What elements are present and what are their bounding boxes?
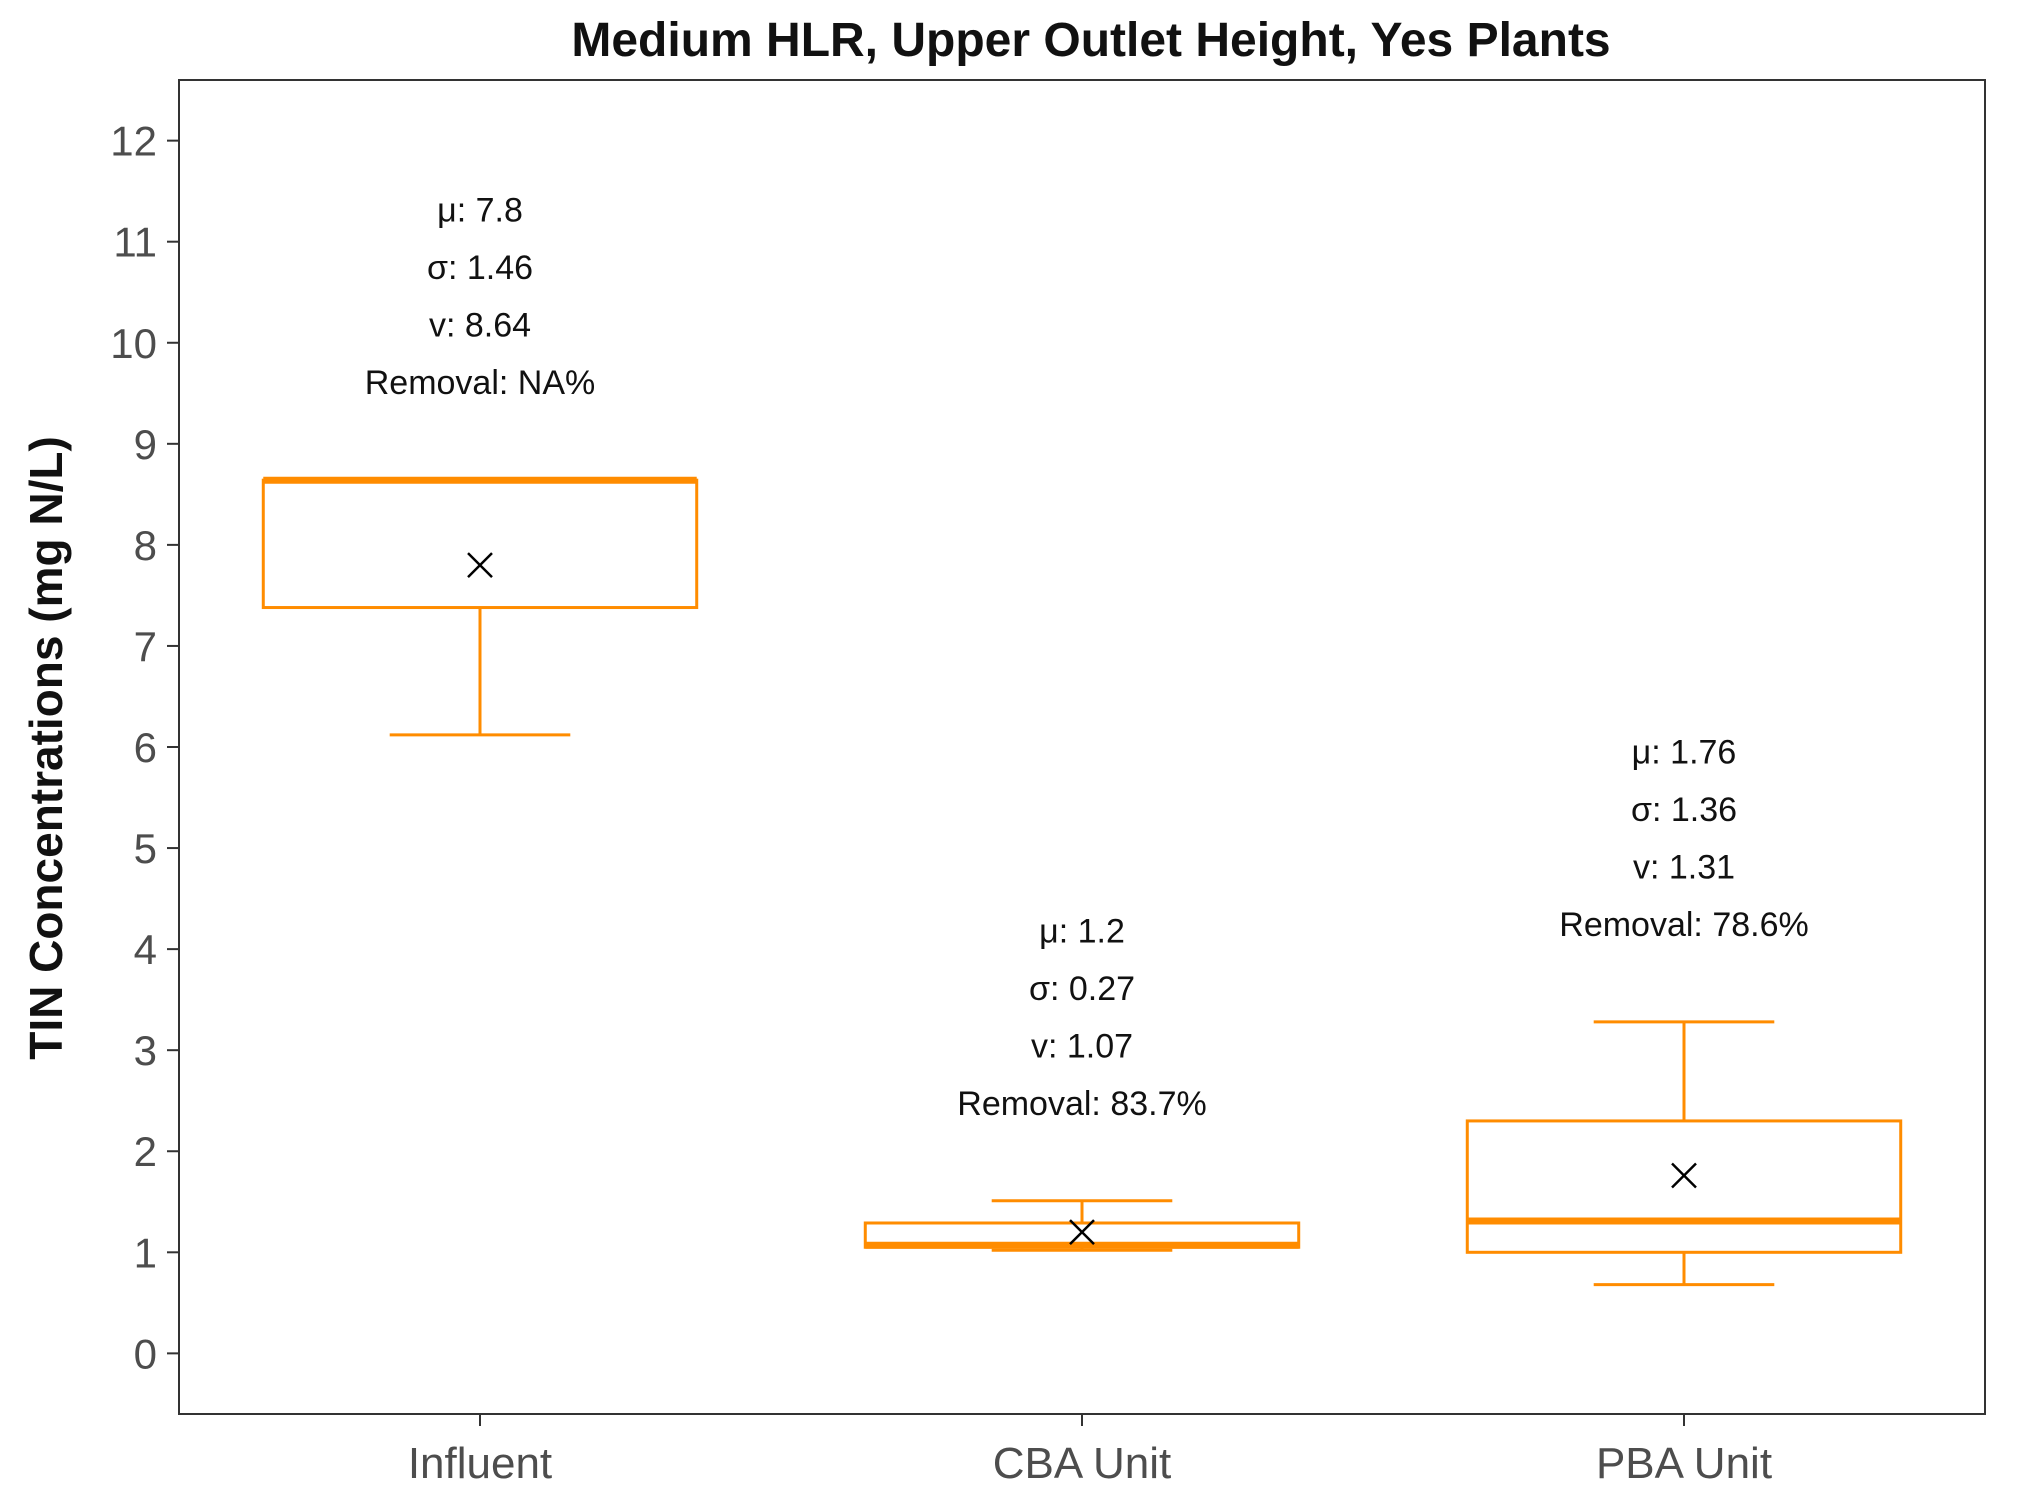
mean-marker xyxy=(1671,1162,1697,1189)
y-tick-label: 3 xyxy=(134,1027,157,1074)
y-tick-label: 11 xyxy=(113,219,157,266)
stat-annotation: σ: 0.27 xyxy=(1029,970,1135,1008)
stat-annotation: Removal: 78.6% xyxy=(1559,906,1808,944)
y-tick-label: 7 xyxy=(134,623,157,670)
x-category-label: Influent xyxy=(408,1439,552,1488)
box-body xyxy=(261,478,699,610)
mean-marker xyxy=(467,552,493,578)
chart-title: Medium HLR, Upper Outlet Height, Yes Pla… xyxy=(571,14,1610,67)
boxes-layer xyxy=(261,476,1903,1287)
y-tick-label: 12 xyxy=(110,118,157,165)
stat-annotation: v: 1.07 xyxy=(1031,1027,1133,1065)
stat-annotation: σ: 1.36 xyxy=(1631,791,1737,829)
x-category-label: CBA Unit xyxy=(993,1439,1172,1488)
y-tick-label: 8 xyxy=(134,522,157,569)
y-axis-label: TIN Concentrations (mg N/L) xyxy=(20,436,72,1060)
mean-marker-stroke xyxy=(1069,1219,1095,1245)
x-category-label: PBA Unit xyxy=(1596,1439,1772,1488)
stat-annotation: μ: 1.76 xyxy=(1632,733,1737,771)
stat-annotation: Removal: NA% xyxy=(365,364,596,402)
box-body xyxy=(1465,1119,1903,1254)
stat-annotation: v: 8.64 xyxy=(429,307,531,345)
y-tick-label: 4 xyxy=(134,926,157,973)
box-group xyxy=(1465,1020,1903,1287)
mean-marker xyxy=(1069,1219,1095,1245)
stat-annotation: Removal: 83.7% xyxy=(957,1085,1206,1123)
y-tick-label: 2 xyxy=(134,1128,157,1175)
box-group xyxy=(261,476,699,737)
y-tick-label: 10 xyxy=(110,320,157,367)
stat-annotation: μ: 1.2 xyxy=(1039,912,1125,950)
box-group xyxy=(863,1199,1301,1252)
mean-marker-stroke xyxy=(467,552,493,578)
y-tick-label: 6 xyxy=(134,724,157,771)
stat-annotation: μ: 7.8 xyxy=(437,192,523,230)
y-tick-label: 1 xyxy=(134,1229,157,1276)
mean-marker-stroke xyxy=(1671,1162,1697,1189)
stat-annotation: σ: 1.46 xyxy=(427,249,533,287)
x-axis: Influent CBA Unit PBA Unit xyxy=(408,1414,1772,1488)
y-tick-label: 0 xyxy=(134,1330,157,1377)
y-tick-label: 9 xyxy=(134,421,157,468)
y-tick-label: 5 xyxy=(134,825,157,872)
stat-annotation: v: 1.31 xyxy=(1633,848,1735,886)
annotations-layer: μ: 7.8 σ: 1.46 v: 8.64 Removal: NA% μ: 1.2 σ:… xyxy=(365,192,1809,1123)
